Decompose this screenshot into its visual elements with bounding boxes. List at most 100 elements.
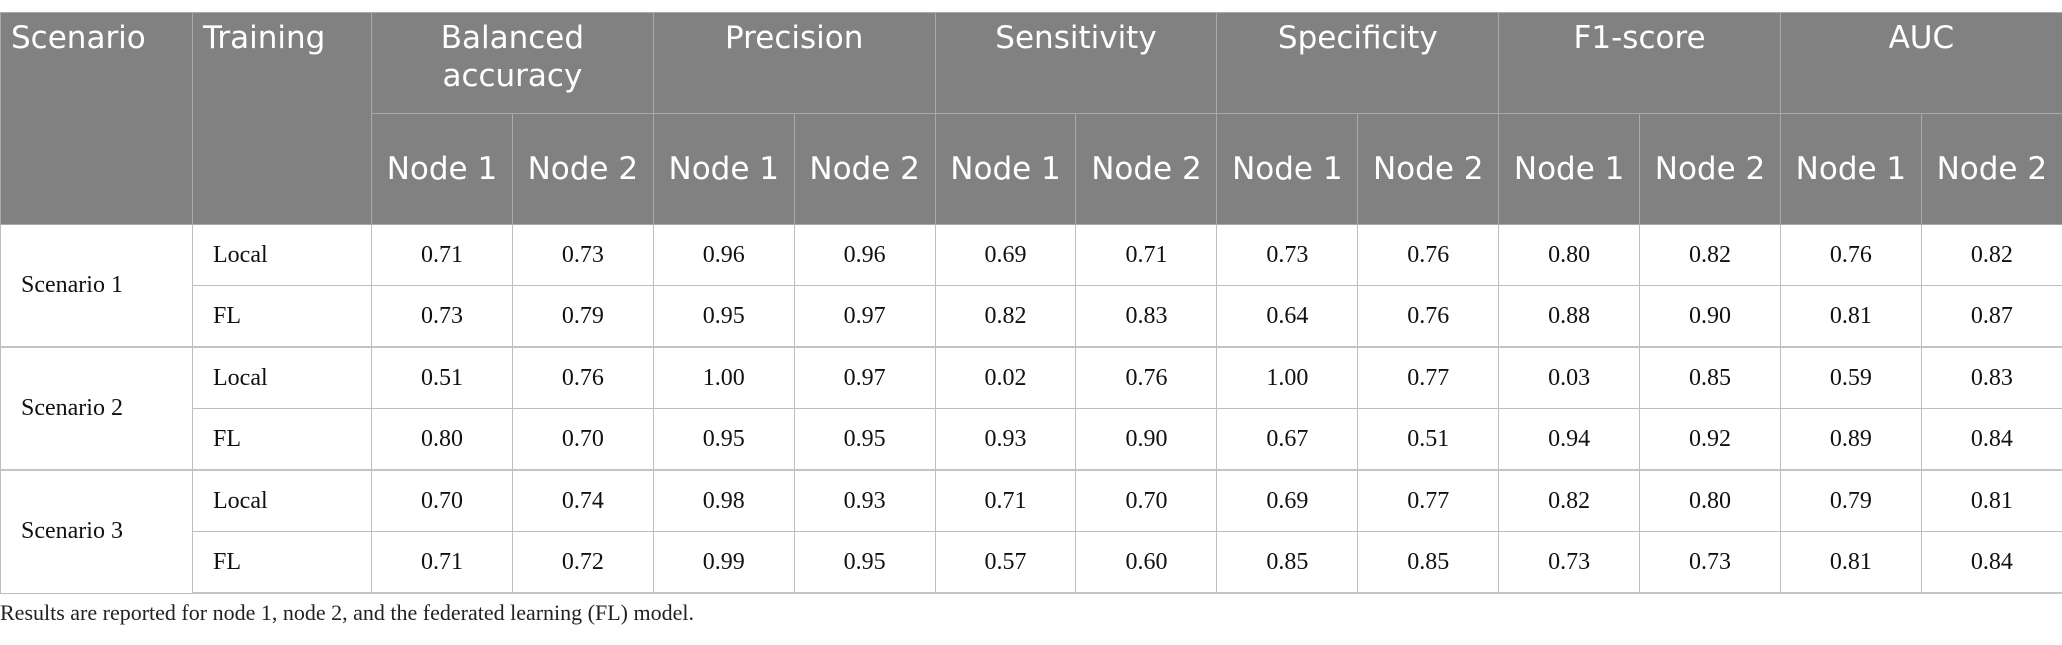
training-cell: FL bbox=[192, 285, 372, 348]
value-cell: 0.90 bbox=[1639, 285, 1781, 348]
value-cell: 0.82 bbox=[1639, 224, 1781, 286]
value-cell: 0.73 bbox=[371, 285, 513, 348]
table-caption: Results are reported for node 1, node 2,… bbox=[0, 600, 694, 625]
value-cell: 0.71 bbox=[371, 224, 513, 286]
value-cell: 0.89 bbox=[1779, 408, 1922, 471]
value-cell: 0.79 bbox=[1779, 469, 1922, 532]
value-cell: 0.71 bbox=[1075, 224, 1218, 286]
header-node-1: Node 1 bbox=[1216, 113, 1359, 225]
value-cell: 0.76 bbox=[511, 346, 654, 409]
value-cell: 0.70 bbox=[511, 408, 654, 471]
value-cell: 0.96 bbox=[652, 224, 795, 286]
value-cell: 0.81 bbox=[1779, 285, 1922, 348]
value-cell: 0.82 bbox=[934, 285, 1077, 348]
value-cell: 0.74 bbox=[511, 469, 654, 532]
value-cell: 0.02 bbox=[934, 346, 1077, 409]
value-cell: 0.76 bbox=[1779, 224, 1922, 286]
header-node-2: Node 2 bbox=[1075, 113, 1218, 225]
header-node-2: Node 2 bbox=[1639, 113, 1781, 225]
training-cell: FL bbox=[192, 531, 372, 594]
header-node-2: Node 2 bbox=[511, 113, 654, 225]
value-cell: 0.97 bbox=[793, 346, 936, 409]
value-cell: 0.76 bbox=[1357, 224, 1500, 286]
header-row-metrics: Scenario Training Balanced accuracy Precisi… bbox=[0, 12, 2062, 225]
value-cell: 0.60 bbox=[1075, 531, 1218, 594]
value-cell: 0.73 bbox=[1216, 224, 1359, 286]
value-cell: 0.76 bbox=[1357, 285, 1500, 348]
value-cell: 0.85 bbox=[1639, 346, 1781, 409]
value-cell: 0.97 bbox=[793, 285, 936, 348]
value-cell: 1.00 bbox=[1216, 346, 1359, 409]
scenario-cell: Scenario 2 bbox=[0, 346, 193, 471]
value-cell: 0.51 bbox=[1357, 408, 1500, 471]
table-row: Scenario 1 Local 0.71 0.73 0.96 0.96 0.69 0.71 0… bbox=[0, 224, 2062, 348]
table-row: FL 0.71 0.72 0.99 0.95 0.57 0.60 0.85 0.85 0.73 0.… bbox=[1, 531, 2062, 594]
value-cell: 0.72 bbox=[511, 531, 654, 594]
value-cell: 0.82 bbox=[1498, 469, 1641, 532]
value-cell: 0.98 bbox=[652, 469, 795, 532]
value-cell: 0.59 bbox=[1779, 346, 1922, 409]
header-node-1: Node 1 bbox=[1498, 113, 1641, 225]
value-cell: 0.95 bbox=[793, 408, 936, 471]
value-cell: 0.90 bbox=[1075, 408, 1218, 471]
header-node-1: Node 1 bbox=[371, 113, 513, 225]
table-row: Scenario 2 Local 0.51 0.76 1.00 0.97 0.02 0.76 1… bbox=[0, 346, 2062, 471]
header-metric: Precision bbox=[652, 12, 936, 114]
header-metric: Balanced accuracy bbox=[371, 12, 654, 114]
header-metric: Sensitivity bbox=[934, 12, 1218, 114]
value-cell: 0.69 bbox=[934, 224, 1077, 286]
training-cell: Local bbox=[192, 469, 372, 532]
value-cell: 0.73 bbox=[1498, 531, 1641, 594]
value-cell: 0.93 bbox=[793, 469, 936, 532]
results-table: Scenario Training Balanced accuracy Precisi… bbox=[0, 12, 2062, 594]
value-cell: 0.64 bbox=[1216, 285, 1359, 348]
value-cell: 0.83 bbox=[1920, 346, 2062, 409]
value-cell: 0.80 bbox=[1498, 224, 1641, 286]
value-cell: 0.79 bbox=[511, 285, 654, 348]
value-cell: 0.95 bbox=[793, 531, 936, 594]
value-cell: 0.92 bbox=[1639, 408, 1781, 471]
header-metric: AUC bbox=[1779, 12, 2062, 114]
value-cell: 0.99 bbox=[652, 531, 795, 594]
value-cell: 0.73 bbox=[1639, 531, 1781, 594]
value-cell: 0.81 bbox=[1779, 531, 1922, 594]
table-row: FL 0.73 0.79 0.95 0.97 0.82 0.83 0.64 0.76 0.88 0.… bbox=[1, 285, 2062, 348]
table-row: Scenario 3 Local 0.70 0.74 0.98 0.93 0.71 0.70 0… bbox=[0, 469, 2062, 594]
value-cell: 0.73 bbox=[511, 224, 654, 286]
value-cell: 0.82 bbox=[1920, 224, 2062, 286]
value-cell: 0.71 bbox=[371, 531, 513, 594]
header-node-1: Node 1 bbox=[934, 113, 1077, 225]
value-cell: 0.80 bbox=[1639, 469, 1781, 532]
value-cell: 0.95 bbox=[652, 285, 795, 348]
scenario-cell: Scenario 1 bbox=[0, 224, 193, 348]
value-cell: 0.93 bbox=[934, 408, 1077, 471]
header-node-2: Node 2 bbox=[793, 113, 936, 225]
value-cell: 0.85 bbox=[1357, 531, 1500, 594]
value-cell: 0.77 bbox=[1357, 346, 1500, 409]
header-node-2: Node 2 bbox=[1357, 113, 1500, 225]
header-metric: Specificity bbox=[1216, 12, 1500, 114]
header-node-1: Node 1 bbox=[652, 113, 795, 225]
training-cell: Local bbox=[192, 224, 372, 286]
value-cell: 1.00 bbox=[652, 346, 795, 409]
header-node-2: Node 2 bbox=[1920, 113, 2062, 225]
value-cell: 0.81 bbox=[1920, 469, 2062, 532]
training-cell: FL bbox=[192, 408, 372, 471]
value-cell: 0.95 bbox=[652, 408, 795, 471]
value-cell: 0.69 bbox=[1216, 469, 1359, 532]
header-node-1: Node 1 bbox=[1779, 113, 1922, 225]
value-cell: 0.03 bbox=[1498, 346, 1641, 409]
value-cell: 0.85 bbox=[1216, 531, 1359, 594]
value-cell: 0.77 bbox=[1357, 469, 1500, 532]
value-cell: 0.70 bbox=[1075, 469, 1218, 532]
value-cell: 0.84 bbox=[1920, 531, 2062, 594]
value-cell: 0.80 bbox=[371, 408, 513, 471]
value-cell: 0.94 bbox=[1498, 408, 1641, 471]
header-scenario: Scenario bbox=[0, 12, 193, 225]
header-row-nodes: Node 1 Node 2 Node 1 Node 2 Node 1 Node 2 Node… bbox=[1, 113, 2062, 225]
value-cell: 0.51 bbox=[371, 346, 513, 409]
header-metric: F1-score bbox=[1498, 12, 1781, 114]
value-cell: 0.84 bbox=[1920, 408, 2062, 471]
value-cell: 0.71 bbox=[934, 469, 1077, 532]
value-cell: 0.70 bbox=[371, 469, 513, 532]
